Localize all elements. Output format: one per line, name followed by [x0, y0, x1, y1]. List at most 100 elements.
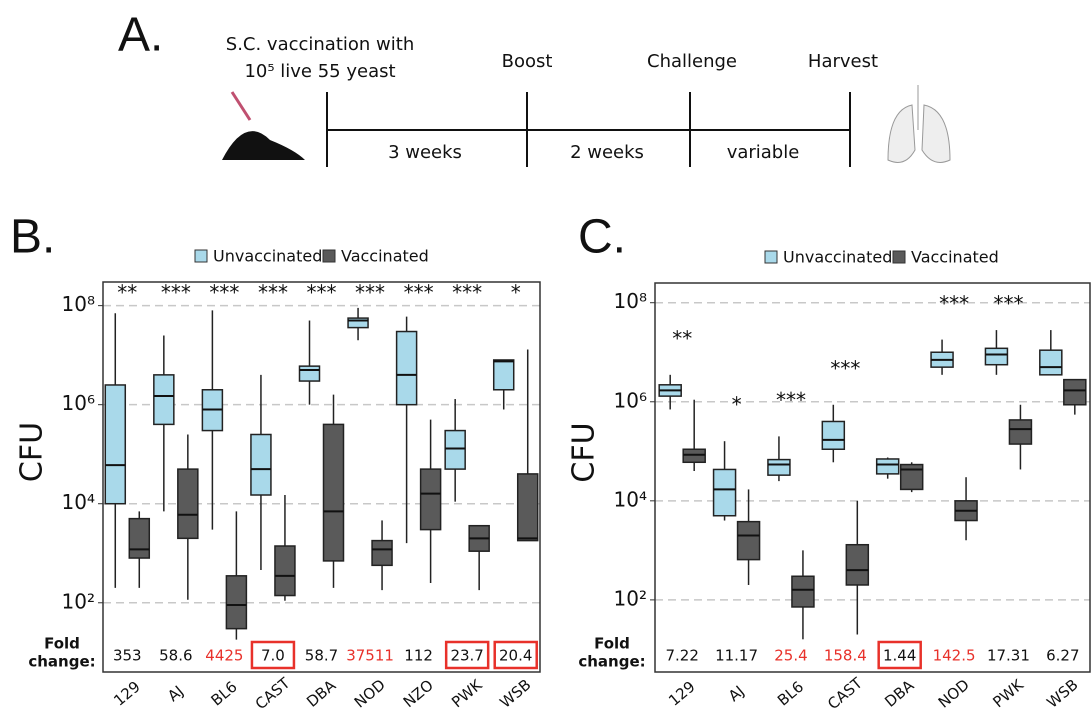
legend-label: Unvaccinated — [213, 247, 322, 266]
x-tick-label: WSB — [1043, 676, 1081, 712]
box — [516, 473, 539, 542]
interval-label: variable — [727, 142, 800, 163]
box — [298, 365, 321, 382]
box — [347, 317, 369, 329]
fold-change: 58.7 — [305, 647, 338, 665]
box — [250, 433, 272, 496]
fold-change: 11.17 — [715, 647, 758, 665]
x-tick-label: WSB — [496, 676, 534, 712]
fold-label: Fold — [594, 635, 630, 653]
interval-label: 3 weeks — [388, 142, 462, 163]
x-tick-label: DBA — [303, 676, 340, 711]
box — [767, 458, 791, 476]
box — [821, 420, 846, 450]
fold-change: 142.5 — [933, 647, 976, 665]
x-tick-label: NOD — [935, 676, 973, 712]
significance: *** — [830, 356, 860, 380]
box — [371, 539, 393, 567]
plot-frame — [654, 282, 1091, 673]
fold-change: 7.0 — [261, 647, 285, 665]
legend-swatch — [194, 249, 208, 263]
significance: *** — [939, 292, 969, 316]
box — [1039, 349, 1063, 376]
fold-label: change: — [578, 653, 645, 671]
fold-change: 353 — [113, 647, 142, 665]
significance: * — [732, 393, 742, 417]
y-tick-label: 10⁴ — [614, 487, 647, 511]
fold-change: 58.6 — [159, 647, 192, 665]
fold-highlight — [444, 640, 490, 670]
plot-frame — [102, 281, 541, 673]
box — [984, 347, 1009, 366]
x-tick-label: BL6 — [774, 678, 807, 710]
significance: *** — [161, 281, 191, 305]
box — [875, 458, 900, 475]
x-tick-label: NOD — [351, 676, 389, 712]
interval-label: 2 weeks — [570, 142, 644, 163]
step-label: 10⁵ live 55 yeast — [244, 61, 395, 82]
box — [736, 520, 761, 561]
fold-label: Fold — [44, 635, 80, 653]
x-tick-label: NZO — [400, 676, 437, 711]
x-tick-label: BL6 — [207, 678, 240, 710]
box — [128, 517, 151, 559]
significance: *** — [404, 281, 434, 305]
fold-change: 1.44 — [883, 647, 916, 665]
step-label: S.C. vaccination with — [226, 34, 414, 55]
box — [1063, 378, 1087, 406]
timeline — [326, 92, 851, 167]
fold-change: 23.7 — [450, 647, 483, 665]
fold-change: 4425 — [205, 647, 243, 665]
y-tick-label: 10⁸ — [614, 289, 647, 313]
fold-highlight — [493, 640, 538, 670]
y-tick-label: 10⁴ — [62, 490, 95, 514]
y-tick-label: 10⁶ — [62, 391, 95, 415]
x-tick-label: CAST — [824, 674, 866, 713]
legend-label: Vaccinated — [911, 248, 999, 267]
panel-label: C. — [578, 211, 626, 264]
box — [104, 384, 127, 505]
significance: *** — [355, 281, 385, 305]
fold-change: 17.31 — [987, 647, 1030, 665]
box — [899, 463, 924, 491]
fold-highlight — [877, 640, 922, 670]
mouse-icon — [222, 91, 305, 160]
box — [322, 423, 345, 562]
legend-swatch — [892, 250, 906, 264]
fold-change: 37511 — [346, 647, 394, 665]
y-axis-title: CFU — [15, 422, 50, 482]
box — [791, 575, 815, 608]
box — [274, 545, 296, 597]
y-tick-label: 10² — [62, 589, 95, 613]
x-tick-label: AJ — [725, 682, 748, 705]
step-label: Challenge — [647, 51, 737, 72]
x-tick-label: PWK — [989, 675, 1027, 711]
legend-label: Vaccinated — [341, 247, 429, 266]
significance: * — [511, 281, 521, 305]
fold-label: change: — [28, 653, 95, 671]
lungs-icon — [887, 85, 951, 163]
box — [225, 575, 248, 630]
x-tick-label: PWK — [448, 675, 486, 711]
box — [444, 429, 466, 470]
fold-change: 6.27 — [1046, 647, 1079, 665]
legend-label: Unvaccinated — [783, 248, 892, 267]
y-axis-title: CFU — [567, 422, 602, 482]
box — [177, 468, 199, 540]
y-tick-label: 10⁸ — [62, 292, 95, 316]
significance: *** — [993, 292, 1023, 316]
box — [492, 359, 515, 391]
legend-swatch — [764, 250, 778, 264]
significance: *** — [307, 281, 337, 305]
step-label: Harvest — [808, 51, 878, 72]
significance: ** — [117, 281, 137, 305]
fold-highlight — [250, 640, 296, 670]
panel-label: A. — [118, 9, 163, 62]
x-tick-label: 129 — [665, 678, 699, 710]
fold-change: 158.4 — [824, 647, 867, 665]
box — [712, 468, 737, 517]
box — [845, 543, 870, 586]
y-tick-label: 10² — [614, 586, 647, 610]
x-tick-label: CAST — [252, 674, 294, 713]
